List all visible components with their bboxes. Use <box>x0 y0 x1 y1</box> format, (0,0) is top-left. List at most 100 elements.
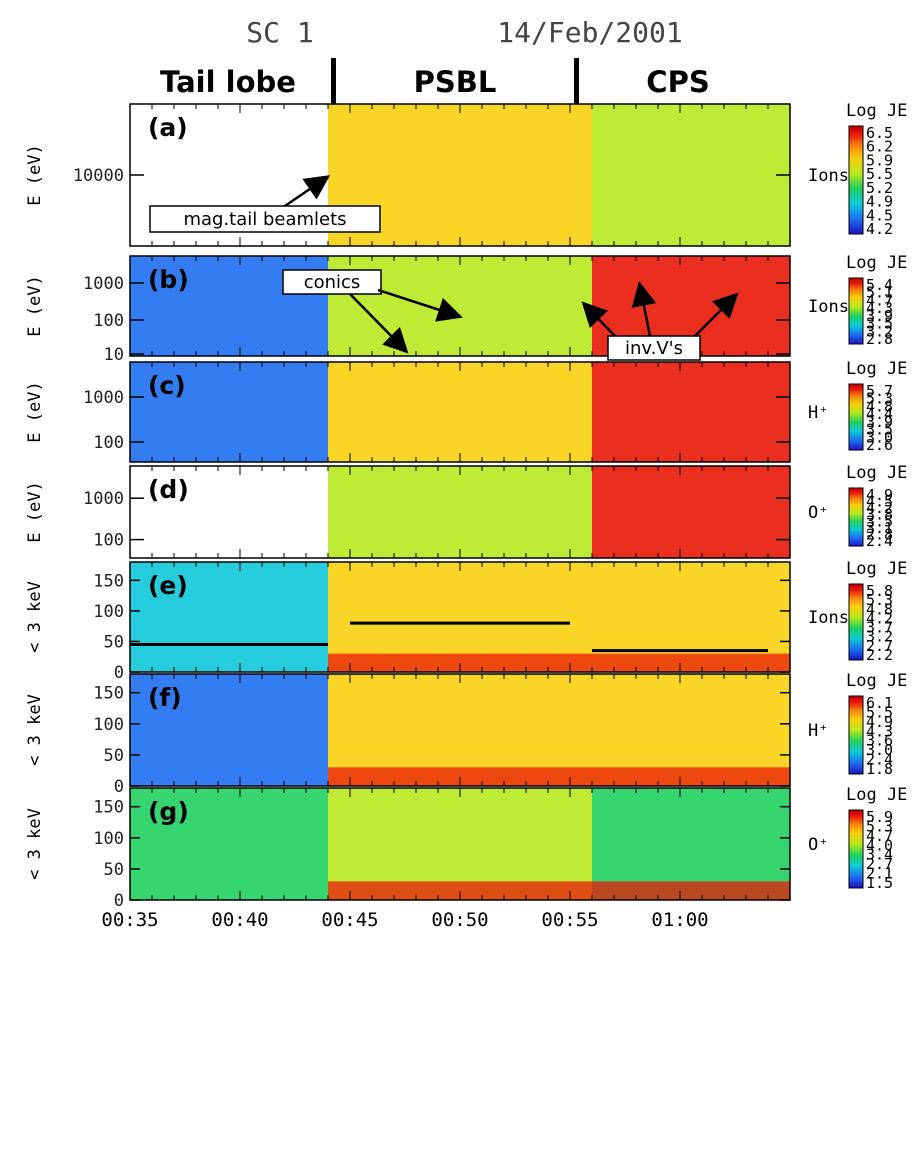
colorbar-tick-label: 5.4 <box>866 276 893 294</box>
colorbar-tick-label: 4.9 <box>866 713 893 731</box>
panel-e: 150 100 50 0 (e) < 3 keV Ions Log JE 5.85.34.84.… <box>25 559 907 683</box>
species-label: H⁺ <box>808 721 828 741</box>
colorbar <box>848 583 864 661</box>
spectrogram-region-fill <box>592 466 790 558</box>
colorbar-tick-label: 5.5 <box>866 165 893 183</box>
annotation-inv-v-text: inv.V's <box>625 338 683 359</box>
y-axis-label: < 3 keV <box>25 808 45 880</box>
colorbar-tick-label: 4.7 <box>866 827 893 845</box>
annotation-box-conics <box>282 269 382 295</box>
colorbar-tick-label: 2.8 <box>866 525 893 543</box>
colorbar <box>848 383 864 451</box>
annotation-arrow <box>694 292 739 337</box>
annotation-conics-text: conics <box>304 272 361 293</box>
colorbar-tick-label: 5.3 <box>866 390 893 408</box>
y-tick-label: 100 <box>93 602 124 622</box>
y-tick-label: 10 <box>104 345 124 365</box>
colorbar-tick-label: 3.7 <box>866 619 893 637</box>
spectrogram-region-fill <box>328 466 592 558</box>
spectrogram-region-fill <box>130 362 328 462</box>
panel-g: 150 100 50 0 (g) < 3 keV O⁺ Log JE 5.95.34.74.03… <box>25 785 907 931</box>
panel-letter: (d) <box>148 475 189 504</box>
y-tick-label: 100 <box>93 433 124 453</box>
y-tick-label: 0 <box>114 777 124 797</box>
y-tick-label: 100 <box>93 311 124 331</box>
region-boundary-lobe-psbl <box>331 58 336 104</box>
region-label-psbl: PSBL <box>414 65 497 99</box>
panel-letter: (g) <box>148 797 189 826</box>
colorbar-tick-label: 4.7 <box>866 291 893 309</box>
colorbar-tick-label: 3.9 <box>866 413 893 431</box>
colorbar-tick-label: 3.9 <box>866 307 893 325</box>
y-tick-label: 10000 <box>73 166 124 186</box>
x-tick-label: 01:00 <box>651 909 708 931</box>
colorbar-title: Log JE <box>846 253 907 273</box>
panel-letter: (c) <box>148 371 186 400</box>
colorbar-tick-label: 2.8 <box>866 330 893 348</box>
spectrogram-region-fill <box>130 562 328 672</box>
annotation-arrow <box>281 175 331 210</box>
species-label: Ions <box>808 608 849 628</box>
y-tick-label: 150 <box>93 798 124 818</box>
y-tick-label: 100 <box>93 531 124 551</box>
x-tick-label: 00:40 <box>211 909 268 931</box>
panel-c: 1000 100 (c) E (eV) H⁺ Log JE 5.75.34.84.43.93… <box>25 359 907 463</box>
panel-d: 1000 100 (d) E (eV) O⁺ Log JE 4.94.54.23.83.53… <box>25 463 907 559</box>
colorbar <box>848 487 864 547</box>
colorbar-tick-label: 6.1 <box>866 694 893 712</box>
panel-b: 1000 100 10 (b) E (eV) Ions Log JE 5.45.14.74.3… <box>25 253 907 365</box>
spectrogram-region-fill <box>130 788 328 900</box>
y-tick-label: 100 <box>93 829 124 849</box>
panel-letter: (f) <box>148 683 182 712</box>
x-tick-label: 00:55 <box>541 909 598 931</box>
y-tick-label: 1000 <box>83 388 124 408</box>
y-axis-label: E (eV) <box>25 275 45 336</box>
spectrogram-region-fill <box>130 674 328 786</box>
colorbar-tick-label: 5.3 <box>866 591 893 609</box>
x-tick-label: 00:45 <box>321 909 378 931</box>
colorbar-title: Log JE <box>846 785 907 805</box>
y-tick-label: 1000 <box>83 274 124 294</box>
colorbar-tick-label: 3.2 <box>866 628 893 646</box>
colorbar-tick-label: 4.4 <box>866 405 893 423</box>
colorbar-tick-label: 4.9 <box>866 193 893 211</box>
colorbar-tick-label: 5.7 <box>866 382 893 400</box>
colorbar <box>848 125 864 235</box>
colorbar-tick-label: 3.5 <box>866 512 893 530</box>
colorbar <box>848 695 864 775</box>
colorbar-tick-label: 4.8 <box>866 600 893 618</box>
y-axis-label: E (eV) <box>25 381 45 442</box>
colorbar-tick-label: 4.2 <box>866 499 893 517</box>
colorbar-title: Log JE <box>846 359 907 379</box>
colorbar-tick-label: 4.8 <box>866 397 893 415</box>
colorbar-tick-label: 4.9 <box>866 486 893 504</box>
annotation-arrow <box>631 281 657 337</box>
panel-letter: (b) <box>148 265 189 294</box>
colorbar-tick-label: 4.5 <box>866 206 893 224</box>
colorbar-tick-label: 4.3 <box>866 722 893 740</box>
annotation-box-beamlets <box>149 205 381 233</box>
colorbar-tick-label: 1.8 <box>866 760 893 778</box>
colorbar-title: Log JE <box>846 101 907 121</box>
y-tick-label: 50 <box>104 746 124 766</box>
y-tick-label: 0 <box>114 891 124 911</box>
colorbar-tick-label: 2.7 <box>866 637 893 655</box>
colorbar-title: Log JE <box>846 671 907 691</box>
panel-letter: (e) <box>148 571 188 600</box>
colorbar-tick-label: 5.5 <box>866 703 893 721</box>
spectrogram-low-energy-band <box>328 881 790 900</box>
y-tick-label: 150 <box>93 571 124 591</box>
colorbar-tick-label: 3.0 <box>866 428 893 446</box>
colorbar-tick-label: 1.5 <box>866 874 893 892</box>
colorbar-title: Log JE <box>846 559 907 579</box>
spectrogram-region-fill <box>130 466 328 558</box>
colorbar-tick-label: 3.1 <box>866 519 893 537</box>
colorbar-tick-label: 4.3 <box>866 299 893 317</box>
y-tick-label: 100 <box>93 715 124 735</box>
species-label: Ions <box>808 297 849 317</box>
region-label-cps: CPS <box>646 65 709 99</box>
colorbar-tick-label: 2.1 <box>866 865 893 883</box>
y-tick-label: 50 <box>104 632 124 652</box>
colorbar-tick-label: 3.6 <box>866 732 893 750</box>
